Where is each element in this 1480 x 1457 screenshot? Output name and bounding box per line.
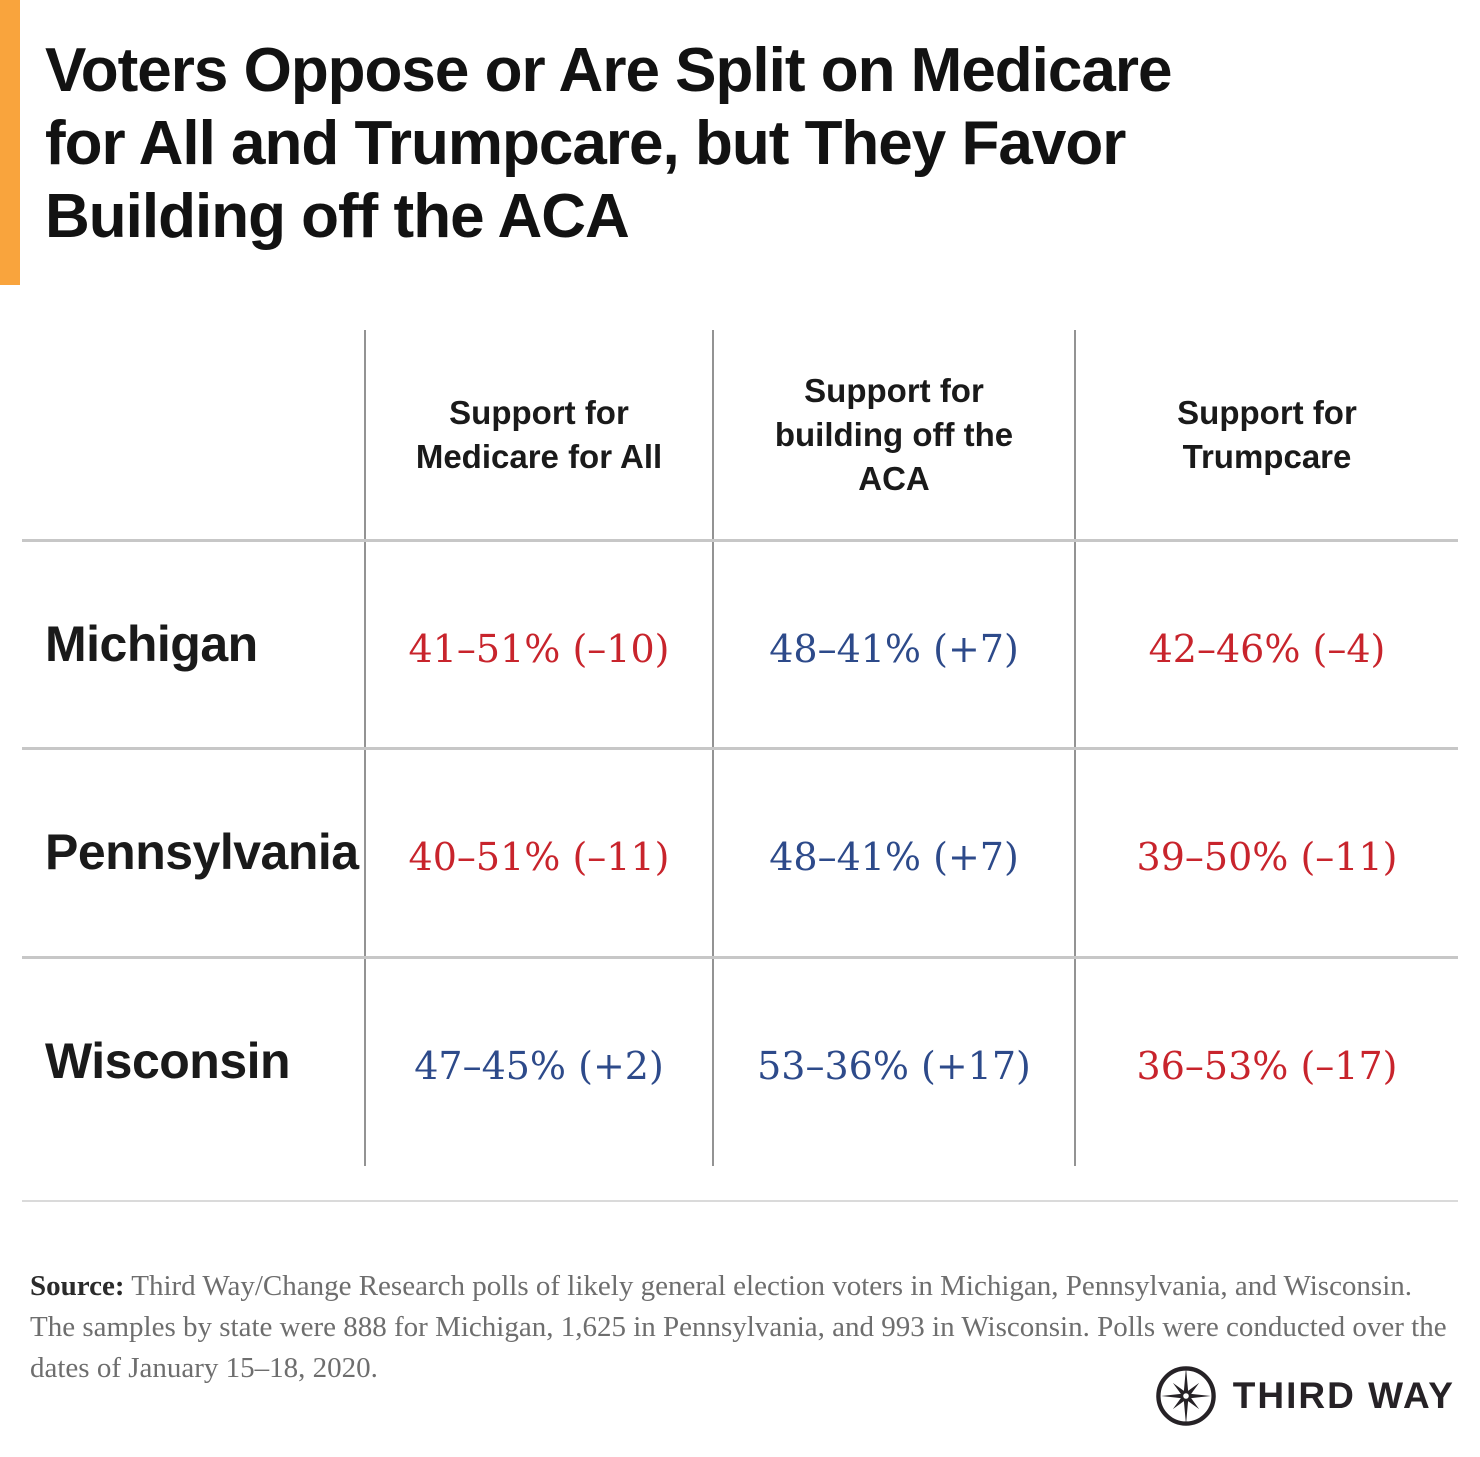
- row-label-pennsylvania: Pennsylvania: [45, 824, 359, 880]
- page-title: Voters Oppose or Are Split on Medicare f…: [45, 34, 1172, 253]
- column-header-label: Support for Medicare for All: [415, 394, 663, 475]
- cell-michigan-trumpcare: 42–46% (–4): [1148, 626, 1386, 671]
- source-note: Source: Third Way/Change Research polls …: [30, 1266, 1450, 1389]
- row-label-michigan: Michigan: [45, 615, 258, 672]
- title-line-2: for All and Trumpcare, but They Favor: [45, 109, 1126, 178]
- row-label-wisconsin: Wisconsin: [45, 1033, 291, 1089]
- cell-wisconsin-medicare-for-all: 47–45% (+2): [414, 1044, 664, 1088]
- column-header-label: Support for Trumpcare: [1177, 394, 1357, 475]
- column-header-label: Support for building off the ACA: [774, 372, 1014, 497]
- cell-michigan-medicare-for-all: 41–51% (–10): [408, 626, 670, 671]
- title-line-1: Voters Oppose or Are Split on Medicare: [45, 36, 1172, 105]
- table-horizontal-divider: [22, 747, 1458, 750]
- table-horizontal-divider: [22, 539, 1458, 542]
- source-text: Third Way/Change Research polls of likel…: [30, 1270, 1447, 1384]
- source-label: Source:: [30, 1270, 125, 1302]
- cell-wisconsin-trumpcare: 36–53% (–17): [1136, 1044, 1398, 1088]
- third-way-logo: THIRD WAY: [1155, 1363, 1455, 1429]
- table-horizontal-divider: [22, 956, 1458, 959]
- footer-divider: [22, 1200, 1458, 1202]
- compass-icon: [1156, 1366, 1216, 1426]
- cell-wisconsin-building-off-aca: 53–36% (+17): [757, 1044, 1031, 1088]
- cell-pennsylvania-trumpcare: 39–50% (–11): [1136, 835, 1398, 879]
- column-header-trumpcare: Support for Trumpcare: [1076, 330, 1458, 540]
- accent-bar: [0, 0, 20, 285]
- column-header-medicare-for-all: Support for Medicare for All: [366, 330, 712, 540]
- column-header-building-off-aca: Support for building off the ACA: [714, 330, 1074, 540]
- title-line-3: Building off the ACA: [45, 182, 630, 251]
- cell-pennsylvania-medicare-for-all: 40–51% (–11): [408, 835, 670, 879]
- cell-pennsylvania-building-off-aca: 48–41% (+7): [769, 835, 1019, 879]
- third-way-wordmark: THIRD WAY: [1232, 1375, 1455, 1416]
- cell-michigan-building-off-aca: 48–41% (+7): [769, 626, 1019, 671]
